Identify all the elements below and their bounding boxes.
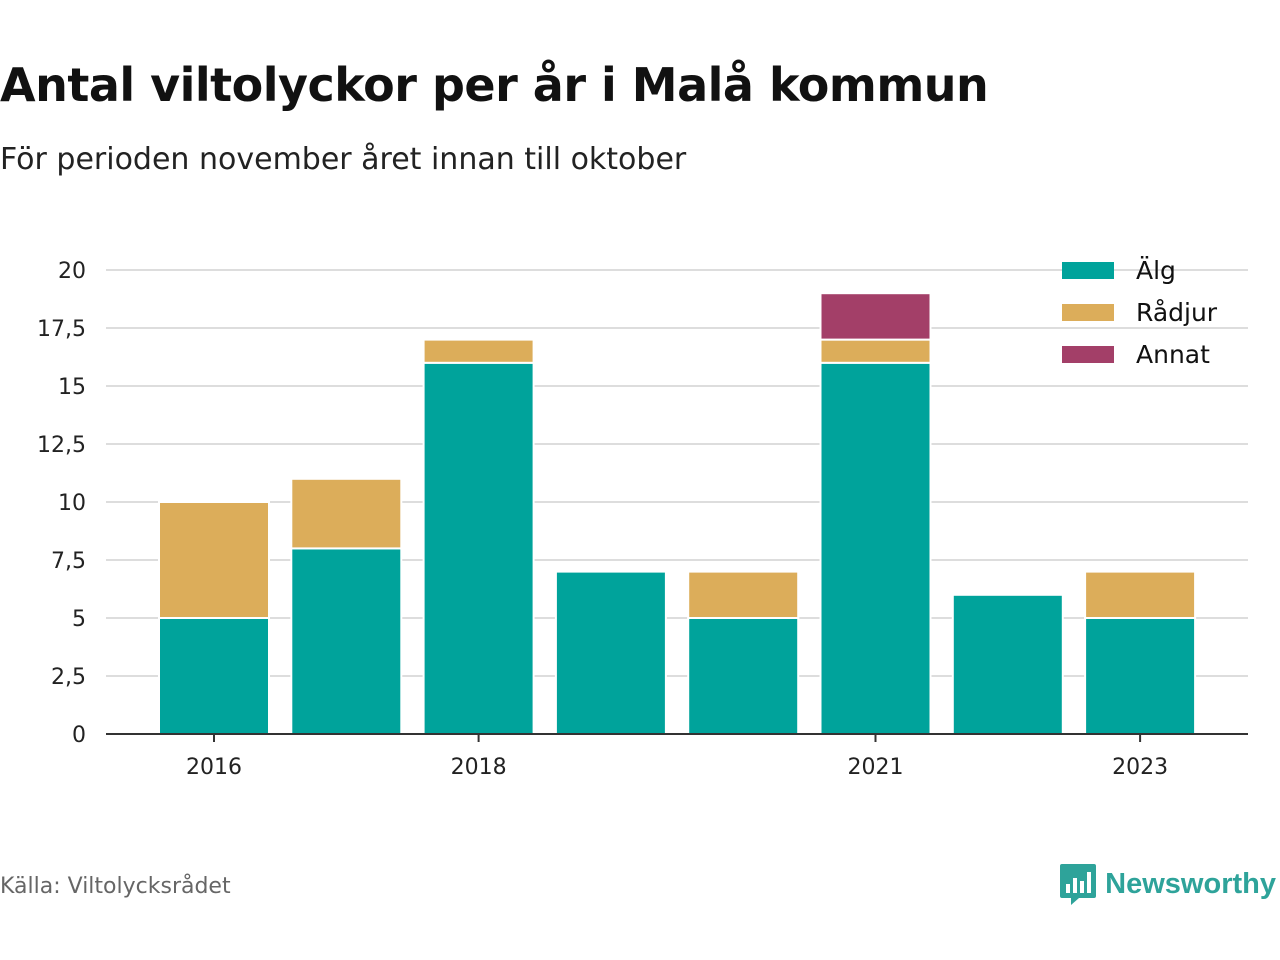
y-tick-label: 0 <box>72 723 86 748</box>
bar-segment <box>554 570 667 735</box>
brand-name: Newsworthy <box>1105 867 1276 900</box>
y-tick-label: 15 <box>58 375 86 400</box>
x-tick-label: 2023 <box>1112 755 1168 780</box>
chart-title: Antal viltolyckor per år i Malå kommun <box>0 58 989 112</box>
y-tick-label: 7,5 <box>51 549 86 574</box>
bar-segment <box>158 617 270 735</box>
legend: Älg Rådjur Annat <box>1062 256 1218 369</box>
y-tick-label: 12,5 <box>37 433 86 458</box>
bar-chart-speech-bubble-icon <box>1060 864 1097 905</box>
y-axis-tick-labels: 0 2,5 5 7,5 10 12,5 15 17,5 20 <box>37 259 86 748</box>
bar-segment <box>819 338 932 364</box>
bar-segment <box>422 361 535 735</box>
y-tick-label: 20 <box>58 259 86 284</box>
bar-segment <box>1084 617 1197 735</box>
source-note: Källa: Viltolycksrådet <box>0 874 231 899</box>
legend-swatch <box>1062 262 1114 279</box>
legend-label: Älg <box>1136 256 1176 285</box>
legend-swatch <box>1062 304 1114 321</box>
bar-segment <box>819 361 932 735</box>
y-tick-label: 5 <box>72 607 86 632</box>
bar-segment <box>158 501 270 619</box>
chart-subtitle: För perioden november året innan till ok… <box>0 142 687 177</box>
bar-segment <box>290 547 403 736</box>
bar-segment <box>1084 570 1197 619</box>
brand-logo: Newsworthy <box>1059 862 1276 906</box>
legend-label: Annat <box>1136 340 1210 369</box>
y-tick-label: 2,5 <box>51 665 86 690</box>
bars <box>158 292 1197 736</box>
x-tick-label: 2016 <box>186 755 242 780</box>
legend-swatch <box>1062 346 1114 363</box>
y-tick-label: 17,5 <box>37 317 86 342</box>
bar-segment <box>290 477 403 550</box>
gridlines <box>106 269 1248 677</box>
legend-label: Rådjur <box>1136 298 1218 327</box>
x-tick-label: 2018 <box>451 755 507 780</box>
x-axis-tick-labels: 2016 2018 2021 2023 <box>186 734 1168 780</box>
bar-segment <box>687 617 800 735</box>
bar-segment <box>951 593 1064 735</box>
x-tick-label: 2021 <box>848 755 904 780</box>
y-tick-label: 10 <box>58 491 86 516</box>
bar-segment <box>687 570 800 619</box>
bar-segment <box>819 292 932 341</box>
bar-segment <box>422 338 535 364</box>
